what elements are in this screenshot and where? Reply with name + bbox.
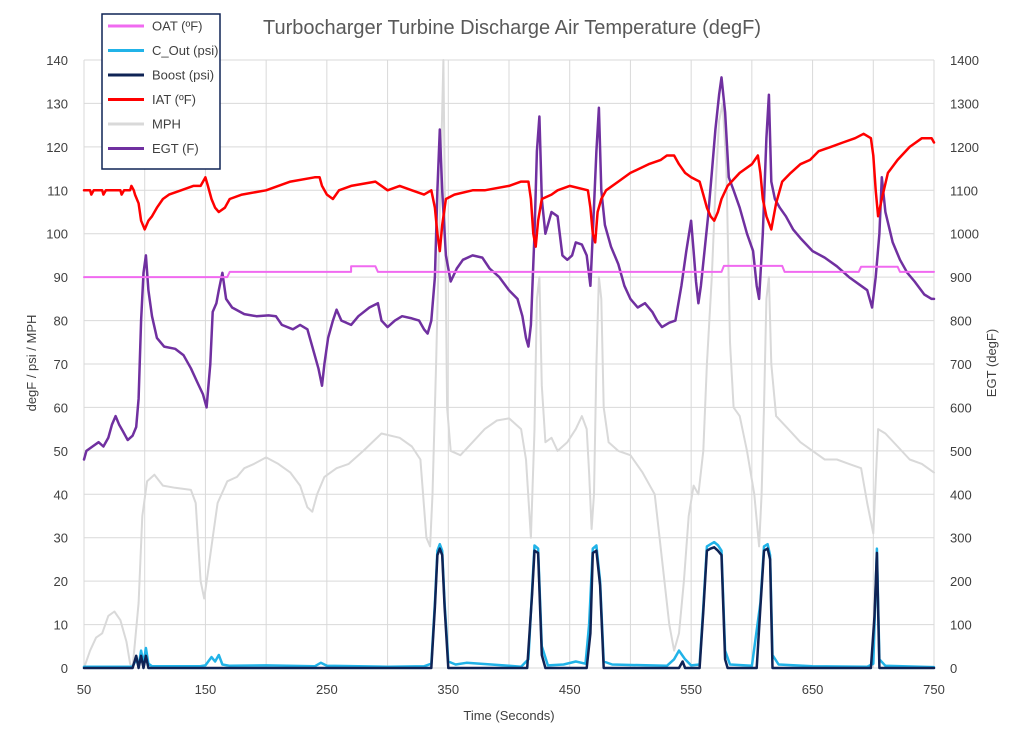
y2-tick-label: 600 xyxy=(950,400,972,415)
legend-label: Boost (psi) xyxy=(152,68,214,83)
x-tick-label: 750 xyxy=(923,682,945,697)
y2-axis-title: EGT (degF) xyxy=(984,329,999,397)
legend-box xyxy=(101,13,221,170)
x-tick-label: 250 xyxy=(316,682,338,697)
x-tick-label: 550 xyxy=(680,682,702,697)
legend-label: EGT (F) xyxy=(152,141,199,156)
y-tick-label: 100 xyxy=(46,227,68,242)
y-tick-label: 70 xyxy=(54,357,68,372)
y-tick-label: 60 xyxy=(54,400,68,415)
series-line-oat-f xyxy=(83,264,935,279)
x-axis-title: Time (Seconds) xyxy=(463,708,554,723)
y2-tick-label: 1400 xyxy=(950,53,979,68)
y2-tick-label: 1100 xyxy=(950,183,978,198)
gridlines xyxy=(83,59,935,669)
y2-tick-label: 400 xyxy=(950,487,972,502)
legend-label: OAT (ºF) xyxy=(152,19,202,34)
legend-label: IAT (ºF) xyxy=(152,92,196,107)
y2-tick-label: 900 xyxy=(950,270,972,285)
y-tick-label: 120 xyxy=(46,140,68,155)
series-lines xyxy=(82,59,936,670)
tick-labels: 0102030405060708090100110120130140010020… xyxy=(46,53,979,697)
y-tick-label: 40 xyxy=(54,487,68,502)
y2-tick-label: 1000 xyxy=(950,227,979,242)
x-tick-label: 50 xyxy=(77,682,91,697)
series-line-mph xyxy=(83,59,935,669)
y-tick-label: 10 xyxy=(54,618,68,633)
legend-label: MPH xyxy=(152,117,181,132)
y-tick-label: 130 xyxy=(46,96,68,111)
y-tick-label: 110 xyxy=(47,183,68,198)
legend-label: C_Out (psi) xyxy=(152,43,218,58)
y2-tick-label: 1300 xyxy=(950,96,979,111)
y2-tick-label: 1200 xyxy=(950,140,979,155)
y-tick-label: 80 xyxy=(54,314,68,329)
y-tick-label: 0 xyxy=(61,661,68,676)
series-line-iat-f xyxy=(82,132,936,253)
y2-tick-label: 300 xyxy=(950,531,972,546)
y2-tick-label: 200 xyxy=(950,574,972,589)
y-tick-label: 50 xyxy=(54,444,68,459)
y-tick-label: 30 xyxy=(54,531,68,546)
y-tick-label: 140 xyxy=(46,53,68,68)
y2-tick-label: 700 xyxy=(950,357,972,372)
y-tick-label: 20 xyxy=(54,574,68,589)
chart-title: Turbocharger Turbine Discharge Air Tempe… xyxy=(263,17,761,39)
x-tick-label: 650 xyxy=(802,682,824,697)
x-tick-label: 150 xyxy=(195,682,217,697)
y-tick-label: 90 xyxy=(54,270,68,285)
x-tick-label: 450 xyxy=(559,682,581,697)
y-axis-title: degF / psi / MPH xyxy=(24,315,39,412)
y2-tick-label: 800 xyxy=(950,314,972,329)
series-line-c-out-psi xyxy=(82,540,936,669)
y2-tick-label: 500 xyxy=(950,444,972,459)
x-tick-label: 350 xyxy=(437,682,459,697)
y2-tick-label: 100 xyxy=(950,618,972,633)
legend: OAT (ºF) C_Out (psi) Boost (psi) IAT (ºF) MP… xyxy=(101,13,221,170)
series-line-boost-psi xyxy=(82,546,936,670)
y2-tick-label: 0 xyxy=(950,661,957,676)
